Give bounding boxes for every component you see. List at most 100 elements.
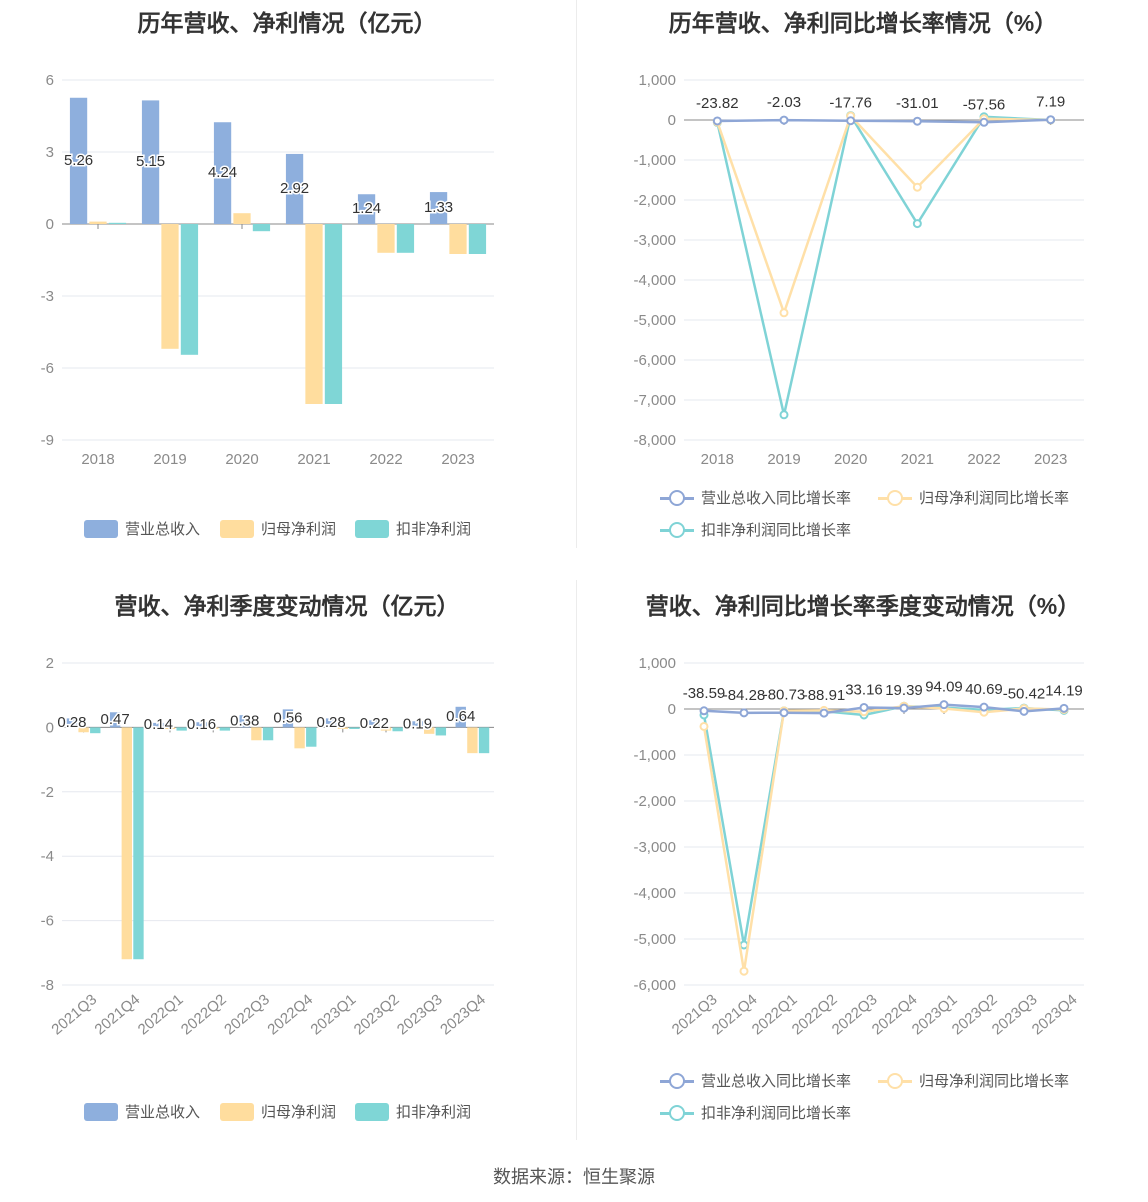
point-series-0-2023Q2[interactable] [979, 702, 989, 712]
point-series-2-2019[interactable] [779, 410, 789, 420]
bar-series-0-2022Q4[interactable] [282, 709, 294, 728]
bar-series-2-2022Q4[interactable] [306, 727, 317, 747]
bar-series-0-2021Q3[interactable] [66, 718, 78, 728]
legend-item-0[interactable]: 营业总收入同比增长率 [660, 1070, 851, 1091]
bar-series-2-2023Q2[interactable] [392, 727, 403, 732]
bar-series-2-2020[interactable] [252, 224, 271, 232]
bar-series-1-2023Q4[interactable] [467, 727, 478, 754]
x-tick-label: 2023Q4 [437, 991, 489, 1038]
bar-series-0-2023Q4[interactable] [455, 706, 466, 728]
legend-item-0[interactable]: 营业总收入 [84, 518, 200, 539]
bar-series-0-2021Q4[interactable] [109, 712, 121, 728]
point-series-0-2022Q3[interactable] [859, 702, 869, 712]
point-series-0-2023Q1[interactable] [939, 700, 949, 710]
bar-series-1-2023Q2[interactable] [380, 727, 392, 731]
legend-item-1[interactable]: 归母净利润 [220, 1101, 336, 1122]
point-series-1-2021Q4[interactable] [739, 966, 749, 976]
quarter-growth-panel: 营收、净利同比增长率季度变动情况（%） 1,000 0 -1,000 -2,000 -3… [578, 580, 1148, 1160]
bar-series-1-2023Q1[interactable] [337, 727, 348, 730]
bar-series-1-2021Q3[interactable] [78, 727, 89, 733]
data-label: 1.33 [424, 199, 453, 216]
point-series-0-2018[interactable] [712, 116, 722, 126]
bar-series-1-2019[interactable] [161, 224, 179, 349]
bar-series-1-2023[interactable] [449, 224, 467, 254]
x-tick-label: 2023Q3 [394, 991, 446, 1038]
bar-series-1-2022Q3[interactable] [251, 727, 262, 741]
bar-series-2-2021[interactable] [324, 224, 343, 404]
point-series-1-2021Q3[interactable] [699, 721, 709, 731]
bar-series-0-2022Q3[interactable] [239, 715, 250, 728]
bar-series-0-2021[interactable] [285, 153, 304, 224]
bar-series-2-2022Q1[interactable] [176, 727, 187, 731]
bar-series-0-2020[interactable] [213, 122, 232, 224]
point-series-1-2021[interactable] [912, 182, 922, 192]
x-tick-label: 2023Q4 [1029, 991, 1081, 1038]
point-series-0-2022[interactable] [979, 117, 989, 127]
annual-values-chart: 6 3 0 -3 -6 -9 2018 2019 2020 2021 2022 2023 5.26 5.1… [41, 72, 494, 468]
point-series-0-2022Q1[interactable] [779, 708, 789, 718]
point-series-0-2021Q4[interactable] [739, 708, 749, 718]
bar-series-2-2022Q2[interactable] [219, 727, 231, 731]
point-series-0-2022Q2[interactable] [819, 708, 829, 718]
bar-series-2-2021Q3[interactable] [90, 727, 101, 734]
bar-series-0-2019[interactable] [141, 100, 160, 224]
series-line-2 [716, 112, 1051, 416]
point-series-1-2019[interactable] [779, 308, 789, 318]
point-series-0-2020[interactable] [846, 116, 856, 126]
y-tick-label: -6 [41, 913, 54, 930]
point-series-0-2023[interactable] [1046, 115, 1056, 125]
bar-series-1-2022Q4[interactable] [294, 727, 305, 749]
y-tick-label: 0 [46, 216, 54, 233]
bar-series-0-2023[interactable] [429, 192, 448, 224]
bar-series-2-2023[interactable] [468, 224, 487, 254]
bar-series-1-2021[interactable] [305, 224, 323, 404]
bar-series-2-2019[interactable] [180, 224, 199, 355]
point-series-0-2021[interactable] [912, 116, 922, 126]
legend-item-1[interactable]: 归母净利润同比增长率 [878, 487, 1069, 508]
point-series-0-2023Q4[interactable] [1059, 703, 1069, 713]
bar-series-2-2023Q3[interactable] [435, 727, 447, 736]
point-series-0-2021Q3[interactable] [699, 706, 709, 716]
bar-series-1-2018[interactable] [89, 221, 107, 224]
bar-series-0-2022Q1[interactable] [153, 722, 164, 728]
bar-series-0-2023Q1[interactable] [325, 718, 337, 728]
bar-series-2-2021Q4[interactable] [133, 727, 144, 960]
point-series-0-2019[interactable] [779, 115, 789, 125]
bar-series-1-2020[interactable] [233, 213, 251, 224]
legend-item-1[interactable]: 归母净利润同比增长率 [878, 1070, 1069, 1091]
legend-item-2[interactable]: 扣非净利润同比增长率 [660, 1102, 851, 1123]
bar-series-1-2022Q1[interactable] [164, 727, 176, 730]
data-label: -23.82 [696, 95, 739, 112]
bar-series-2-2023Q4[interactable] [478, 727, 490, 754]
legend-item-2[interactable]: 扣非净利润 [355, 518, 471, 539]
legend-item-1[interactable]: 归母净利润 [220, 518, 336, 539]
point-series-2-2021[interactable] [912, 219, 922, 229]
x-tick-label: 2022 [369, 451, 402, 468]
bar-series-1-2022Q2[interactable] [208, 727, 219, 730]
bar-series-0-2018[interactable] [69, 97, 88, 224]
bar-series-0-2022[interactable] [357, 194, 376, 224]
data-label: 0.14 [144, 716, 173, 733]
point-series-0-2023Q3[interactable] [1019, 706, 1029, 716]
bar-series-1-2021Q4[interactable] [121, 727, 132, 960]
point-series-0-2022Q4[interactable] [899, 703, 909, 713]
chart-title: 营收、净利季度变动情况（亿元） [114, 593, 460, 619]
bar-series-0-2022Q2[interactable] [196, 722, 207, 728]
y-tick-label: -1,000 [633, 152, 676, 169]
bar-series-2-2018[interactable] [108, 222, 127, 224]
bar-series-2-2023Q1[interactable] [349, 727, 360, 730]
bar-series-1-2023Q3[interactable] [424, 727, 435, 734]
chart-legend: 营业总收入 归母净利润 扣非净利润 [0, 1101, 574, 1141]
legend-item-0[interactable]: 营业总收入同比增长率 [660, 487, 851, 508]
legend-item-2[interactable]: 扣非净利润 [355, 1101, 471, 1122]
y-tick-label: -5,000 [633, 312, 676, 329]
bar-series-2-2022Q3[interactable] [262, 727, 274, 741]
bar-series-0-2023Q2[interactable] [369, 720, 380, 728]
bar-series-1-2022[interactable] [377, 224, 395, 253]
bar-series-2-2022[interactable] [396, 224, 415, 253]
legend-item-2[interactable]: 扣非净利润同比增长率 [660, 519, 851, 540]
legend-item-0[interactable]: 营业总收入 [84, 1101, 200, 1122]
x-tick-label: 2023Q2 [351, 991, 403, 1038]
bar-series-0-2023Q3[interactable] [412, 721, 423, 728]
data-label: -2.03 [767, 94, 801, 111]
